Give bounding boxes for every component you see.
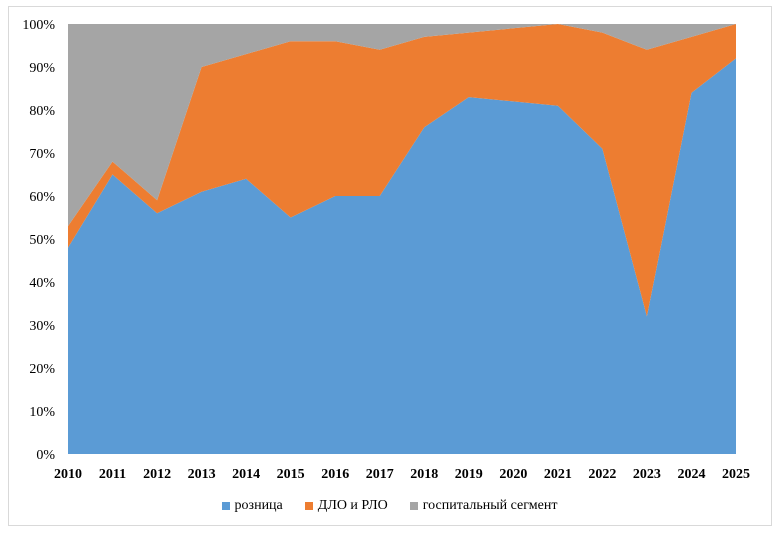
y-tick-label: 20%	[29, 362, 55, 377]
y-axis-ticks: 0% 10% 20% 30% 40% 50% 60% 70% 80% 90% 100%	[22, 18, 55, 463]
x-axis-ticks: 2010 2011 2012 2013 2014 2015 2016 2017 2018 2019…	[54, 467, 750, 482]
y-tick-label: 40%	[29, 276, 55, 291]
legend: розница ДЛО и РЛО госпитальный сегмент	[0, 496, 779, 516]
area-series-0	[68, 58, 736, 455]
x-tick-label: 2017	[366, 467, 394, 482]
legend-item-hospital: госпитальный сегмент	[409, 498, 558, 514]
x-tick-label: 2013	[188, 467, 216, 482]
y-tick-label: 30%	[29, 319, 55, 334]
x-tick-label: 2010	[54, 467, 82, 482]
x-tick-label: 2012	[143, 467, 171, 482]
y-tick-label: 50%	[29, 233, 55, 248]
y-tick-label: 60%	[29, 190, 55, 205]
legend-label-hospital: госпитальный сегмент	[422, 498, 558, 513]
x-tick-label: 2019	[455, 467, 483, 482]
x-tick-label: 2024	[677, 467, 705, 482]
area-series-2	[68, 24, 736, 227]
x-tick-label: 2018	[410, 467, 438, 482]
y-tick-label: 90%	[29, 61, 55, 76]
x-tick-label: 2022	[588, 467, 616, 482]
legend-swatch-retail	[221, 502, 230, 510]
y-tick-label: 0%	[36, 448, 55, 463]
legend-label-retail: розница	[234, 498, 283, 513]
x-tick-label: 2011	[99, 467, 126, 482]
y-tick-label: 80%	[29, 104, 55, 119]
legend-swatch-hospital	[409, 502, 418, 510]
x-tick-label: 2023	[633, 467, 661, 482]
legend-swatch-dlo	[304, 502, 313, 510]
legend-item-retail: розница	[221, 498, 283, 514]
area-series-1	[68, 24, 736, 317]
x-tick-label: 2016	[321, 467, 349, 482]
y-tick-label: 70%	[29, 147, 55, 162]
x-tick-label: 2015	[277, 467, 305, 482]
legend-label-dlo: ДЛО и РЛО	[317, 498, 388, 513]
y-tick-label: 100%	[22, 18, 55, 33]
area-layer	[68, 24, 736, 455]
x-tick-label: 2021	[544, 467, 572, 482]
x-tick-label: 2020	[499, 467, 527, 482]
x-tick-label: 2025	[722, 467, 750, 482]
y-tick-label: 10%	[29, 405, 55, 420]
legend-item-dlo: ДЛО и РЛО	[304, 498, 388, 514]
x-tick-label: 2014	[232, 467, 260, 482]
